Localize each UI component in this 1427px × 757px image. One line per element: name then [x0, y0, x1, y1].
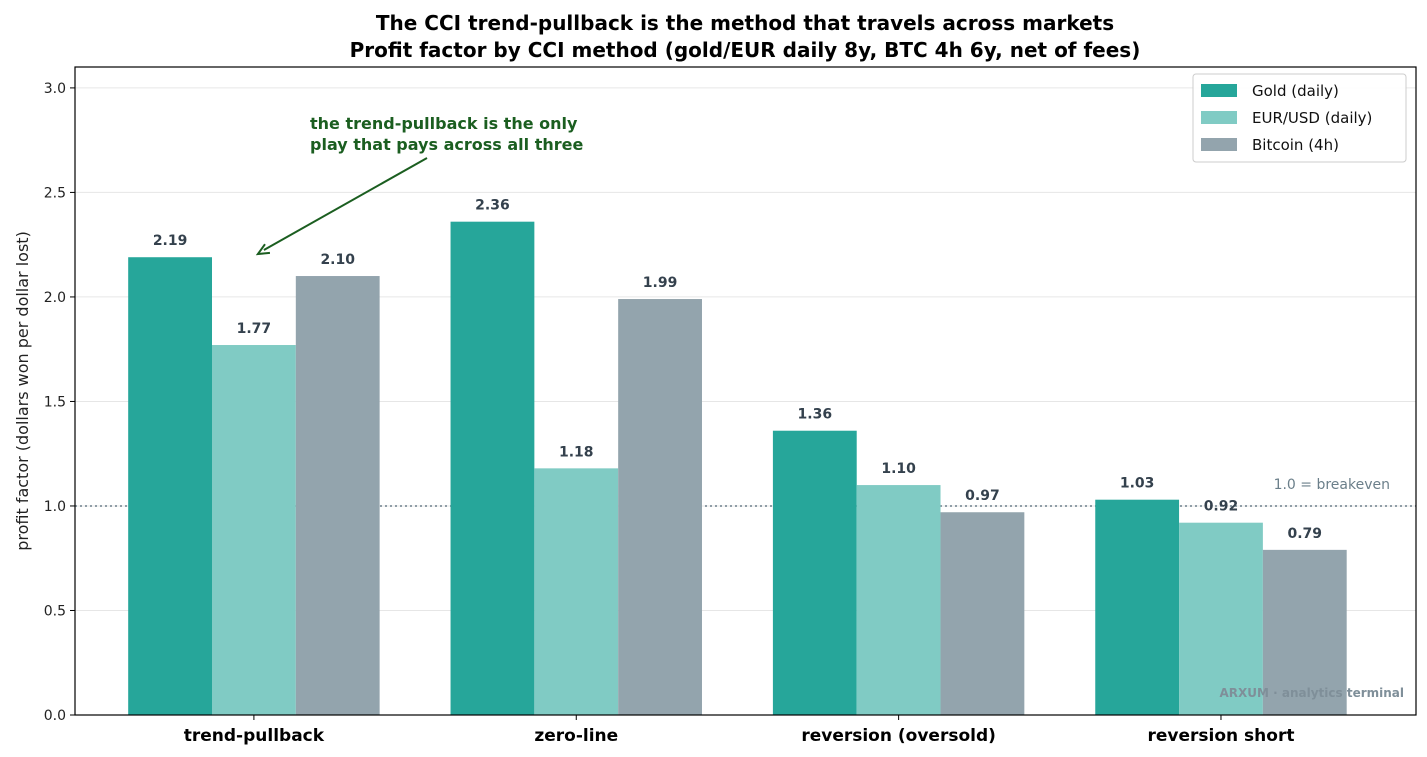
y-tick-label: 0.0: [44, 708, 66, 724]
bar-bitcoin-4h: [1262, 549, 1347, 715]
bar-gold-daily: [450, 221, 535, 715]
chart-title: The CCI trend-pullback is the method tha…: [376, 11, 1114, 35]
legend-entry: Bitcoin (4h): [1252, 136, 1339, 154]
y-tick-label: 1.5: [44, 394, 66, 410]
plot-frame: [74, 66, 1417, 716]
x-axis: trend-pullback zero-line reversion (overso…: [184, 715, 1294, 746]
bar-gold-daily: [128, 257, 213, 715]
legend-swatch: [1201, 84, 1237, 97]
y-tick-label: 3.0: [44, 81, 66, 97]
data-label: 0.92: [1204, 499, 1239, 515]
chart-subtitle: Profit factor by CCI method (gold/EUR da…: [350, 38, 1141, 62]
legend: Gold (daily) EUR/USD (daily) Bitcoin (4h): [1192, 73, 1407, 163]
annotation-arrowhead: [255, 243, 271, 256]
breakeven-label: 1.0 = breakeven: [1274, 477, 1390, 493]
bar-eur-usd-daily: [856, 485, 941, 715]
bar-eur-usd-daily: [1179, 522, 1263, 715]
bar-eur-usd-daily: [212, 345, 296, 715]
bar-gold-daily: [1095, 499, 1180, 715]
annotation-text: the trend-pullback is the only: [310, 114, 578, 133]
data-label: 2.36: [475, 198, 510, 214]
bar-eur-usd-daily: [534, 468, 619, 715]
data-label: 0.79: [1288, 526, 1323, 542]
bar-bitcoin-4h: [618, 299, 702, 715]
data-label: 0.97: [965, 488, 1000, 504]
y-tick-label: 2.0: [44, 290, 66, 306]
bar-bitcoin-4h: [295, 276, 380, 715]
annotation: the trend-pullback is the only play that …: [255, 114, 583, 256]
category-label: trend-pullback: [184, 726, 325, 746]
data-label: 2.19: [153, 233, 188, 249]
legend-swatch: [1201, 138, 1237, 151]
data-label: 1.10: [881, 461, 916, 477]
data-label: 1.03: [1120, 476, 1155, 492]
bar-gold-daily: [772, 430, 857, 715]
category-label: zero-line: [534, 726, 618, 746]
legend-entry: Gold (daily): [1252, 82, 1339, 100]
legend-swatch: [1201, 111, 1237, 124]
y-axis: 0.0 0.5 1.0 1.5 2.0 2.5 3.0: [44, 81, 75, 724]
category-label: reversion (oversold): [801, 726, 996, 746]
bars: [128, 221, 1347, 715]
annotation-text: play that pays across all three: [310, 135, 583, 154]
category-label: reversion short: [1147, 726, 1294, 746]
y-tick-label: 2.5: [44, 185, 66, 201]
y-axis-label: profit factor (dollars won per dollar lo…: [13, 231, 32, 551]
data-labels: 2.19 1.77 2.10 2.36 1.18 1.99 1.36 1.10 0.97 1.03…: [153, 198, 1322, 542]
y-tick-label: 0.5: [44, 603, 66, 619]
data-label: 1.77: [237, 321, 272, 337]
watermark: ARXUM · analytics terminal: [1220, 686, 1405, 700]
y-tick-label: 1.0: [44, 499, 66, 515]
data-label: 1.18: [559, 444, 594, 460]
bar-bitcoin-4h: [940, 512, 1025, 715]
legend-entry: EUR/USD (daily): [1252, 109, 1372, 127]
annotation-arrow: [263, 157, 428, 251]
data-label: 1.99: [643, 275, 678, 291]
data-label: 1.36: [798, 407, 833, 423]
data-label: 2.10: [320, 252, 355, 268]
legend-box: [1192, 73, 1407, 163]
